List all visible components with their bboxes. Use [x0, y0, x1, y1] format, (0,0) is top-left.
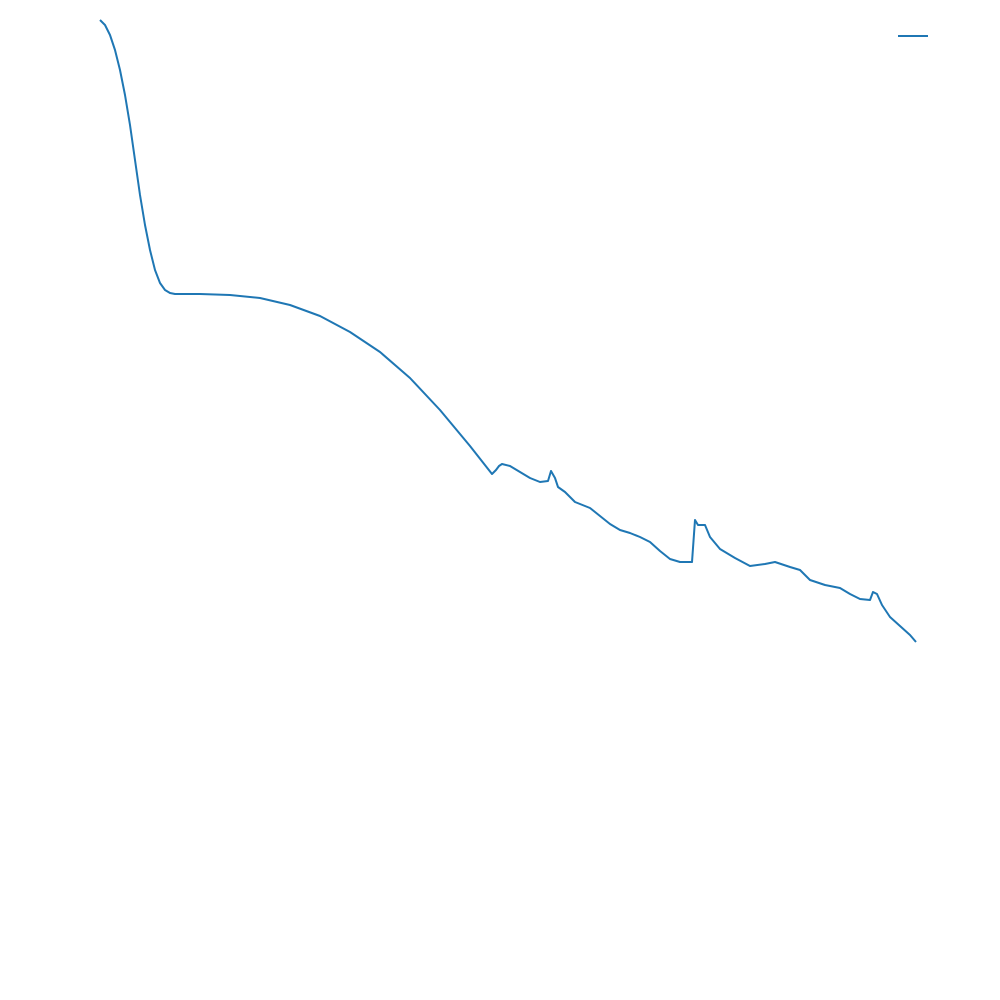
data-line — [99, 19, 917, 643]
